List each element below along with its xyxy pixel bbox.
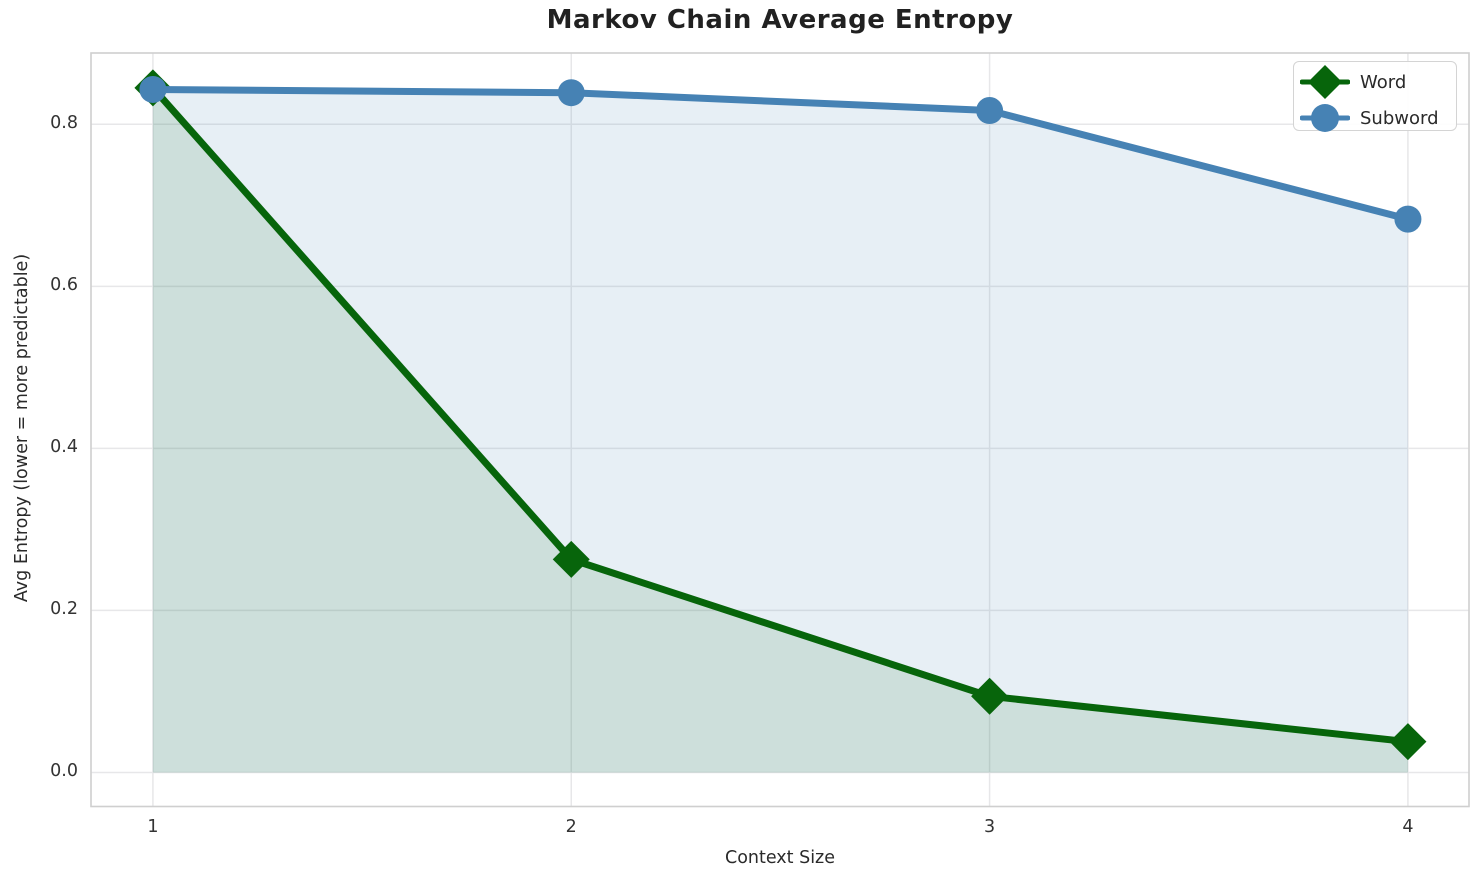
legend-item-subword: Subword xyxy=(1300,100,1446,136)
word-line xyxy=(149,84,1412,746)
chart-title: Markov Chain Average Entropy xyxy=(546,5,1014,35)
subword-marker xyxy=(1394,205,1422,233)
y-tick-label: 0.8 xyxy=(50,113,78,134)
subword-line xyxy=(149,85,1412,223)
y-tick-label: 0.6 xyxy=(50,275,78,296)
x-tick-label: 3 xyxy=(984,817,996,837)
subword-marker xyxy=(139,75,167,103)
word-marker xyxy=(1389,723,1427,761)
legend: Word Subword xyxy=(1293,61,1457,132)
x-tick-label: 4 xyxy=(1402,817,1414,837)
legend-item-word: Word xyxy=(1300,64,1446,100)
y-axis-label: Avg Entropy (lower = more predictable) xyxy=(12,253,32,603)
x-tick-label: 1 xyxy=(147,817,159,837)
x-axis-label: Context Size xyxy=(724,848,836,868)
word-marker xyxy=(552,540,590,578)
word-marker xyxy=(971,677,1009,715)
legend-label-word: Word xyxy=(1360,71,1407,93)
y-tick-label: 0.4 xyxy=(50,437,78,458)
legend-label-subword: Subword xyxy=(1360,107,1439,129)
word-area-fill xyxy=(152,87,1408,773)
subword-marker xyxy=(976,97,1004,125)
axes-spines xyxy=(90,52,1470,808)
word-diamond-icon xyxy=(1300,65,1350,99)
subword-area-fill xyxy=(152,89,1408,773)
y-tick-label: 0.2 xyxy=(50,599,78,620)
x-tick-label: 2 xyxy=(565,817,577,837)
y-tick-label: 0.0 xyxy=(50,761,78,782)
subword-circle-icon xyxy=(1300,104,1350,132)
subword-marker xyxy=(557,79,585,107)
